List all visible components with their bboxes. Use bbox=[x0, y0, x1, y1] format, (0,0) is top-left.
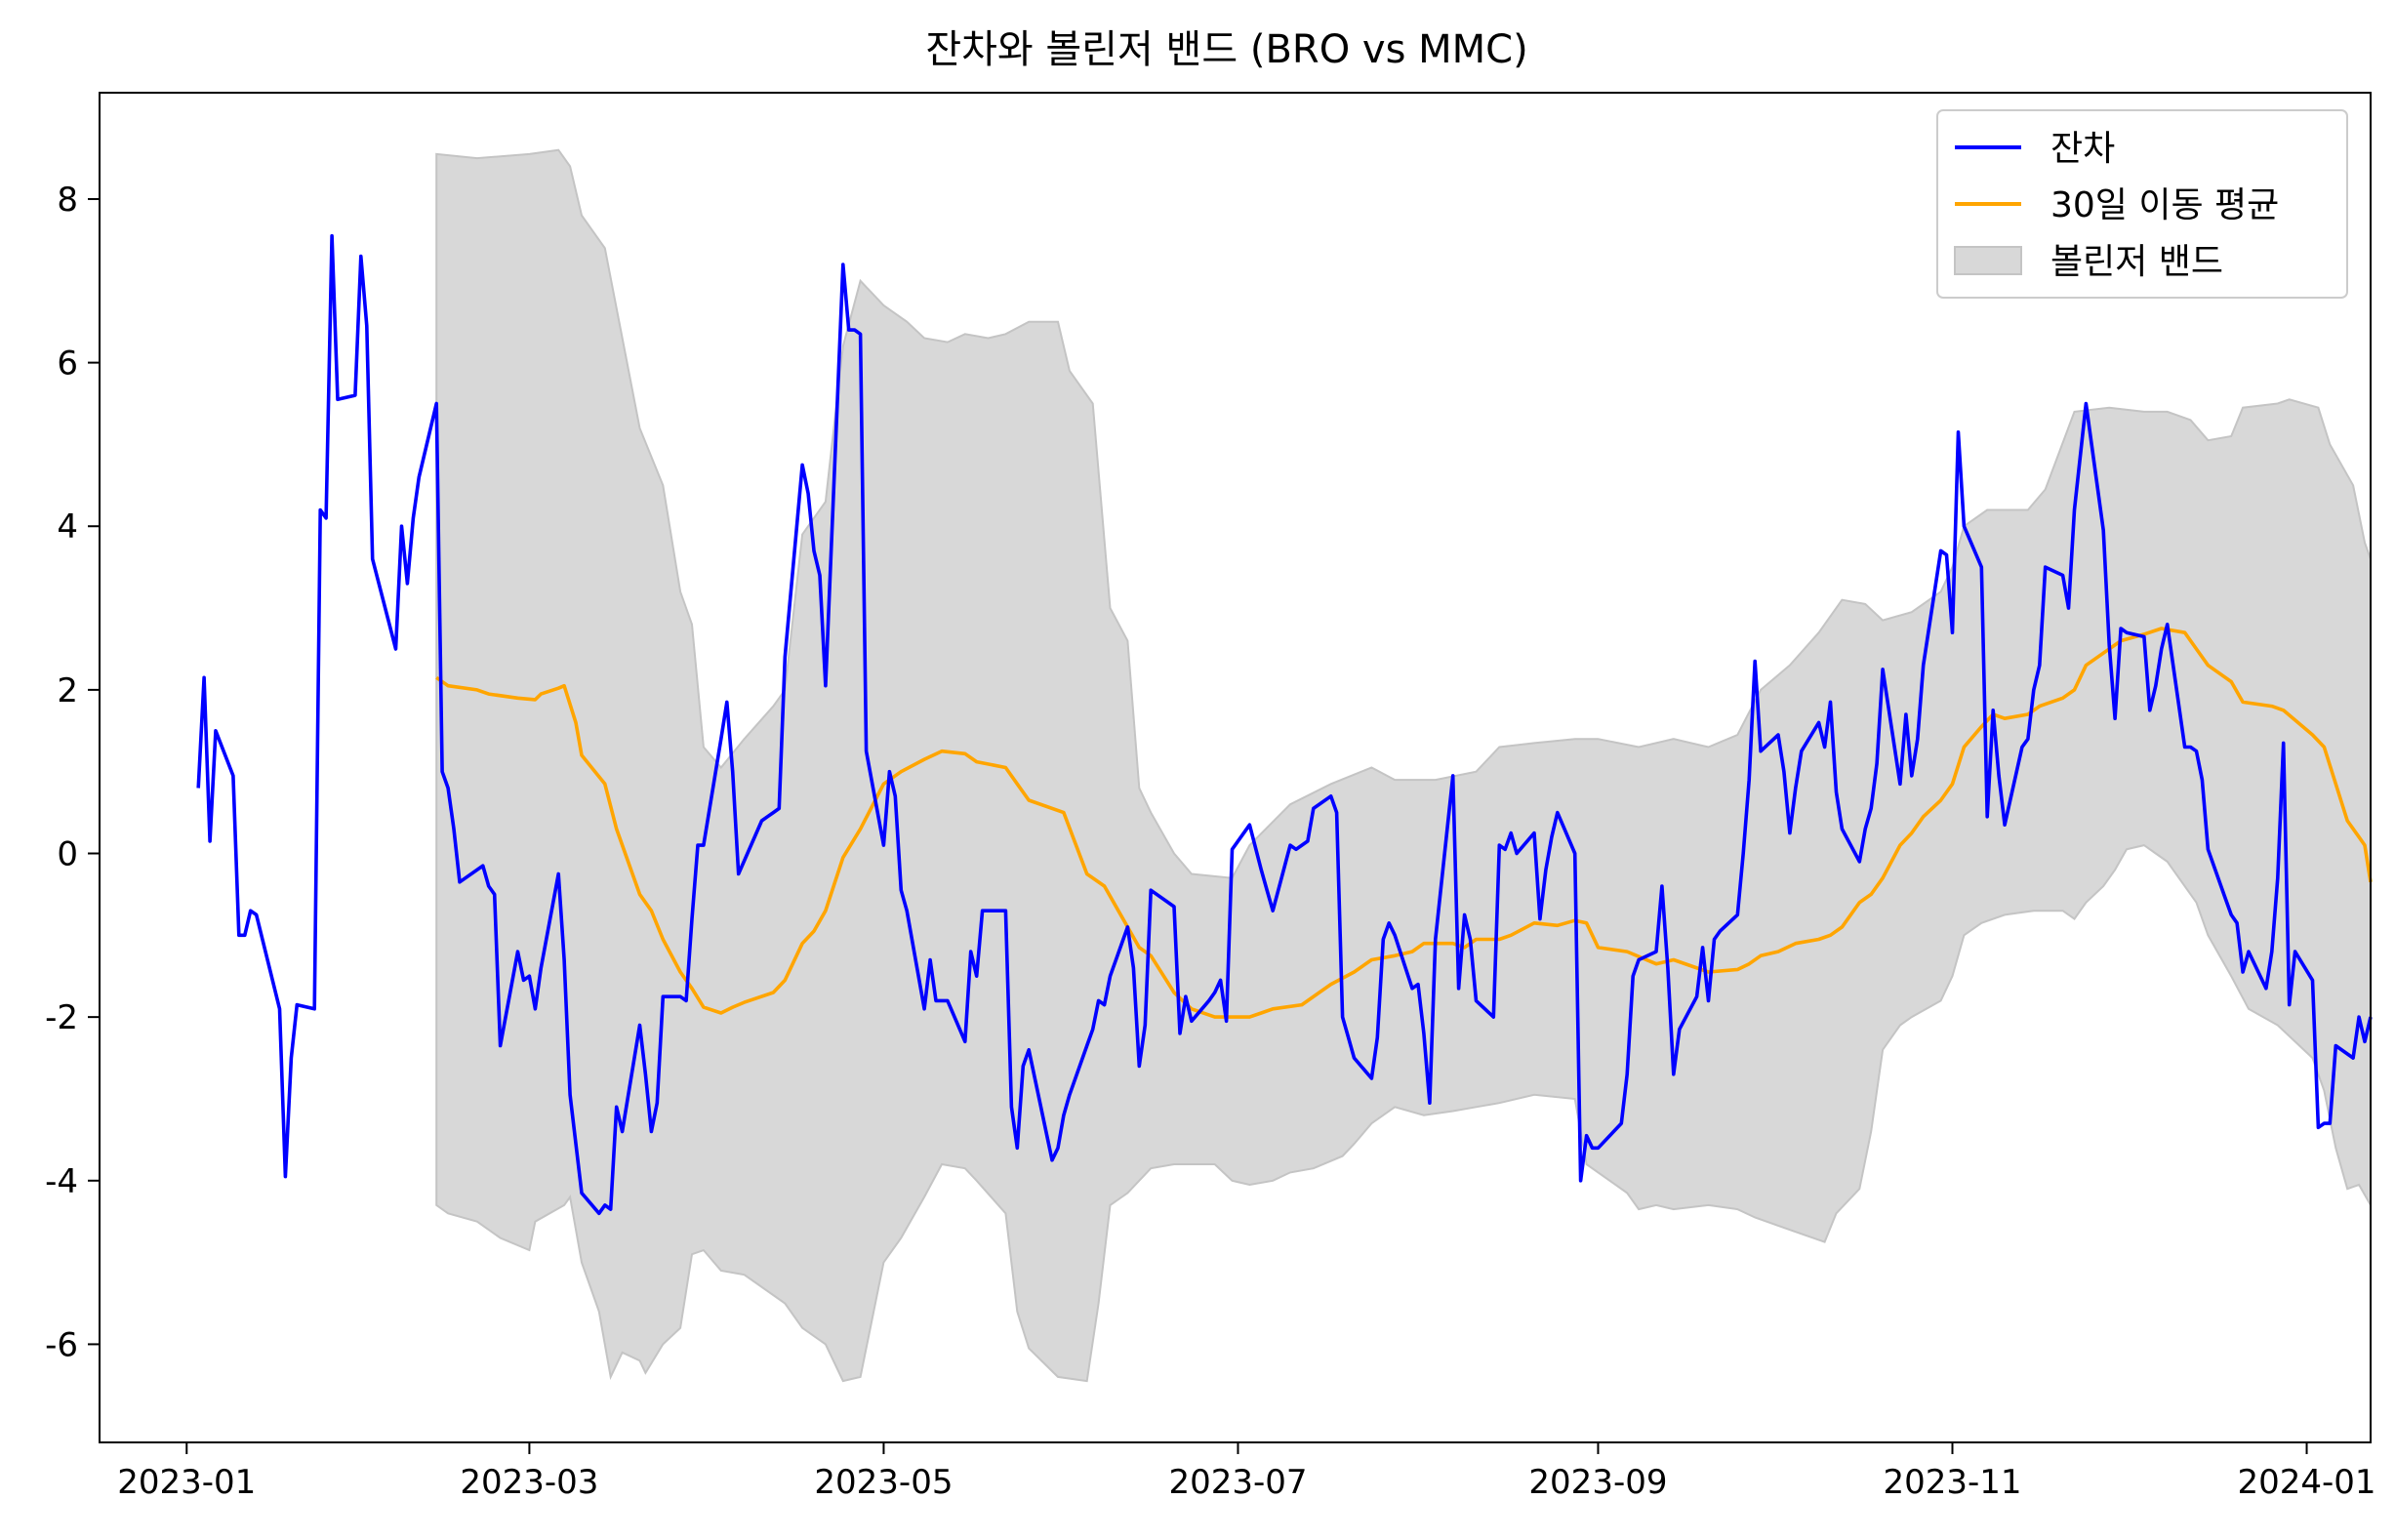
legend-label: 잔차 bbox=[2050, 129, 2115, 169]
x-tick-label: 2023-07 bbox=[1168, 1463, 1307, 1502]
y-tick-label: 0 bbox=[57, 835, 78, 874]
x-tick-label: 2024-01 bbox=[2238, 1463, 2376, 1502]
chart-title: 잔차와 볼린저 밴드 (BRO vs MMC) bbox=[925, 27, 1527, 72]
bollinger-band bbox=[435, 148, 2372, 1383]
y-tick-label: -6 bbox=[45, 1325, 78, 1364]
x-tick-label: 2023-09 bbox=[1528, 1463, 1667, 1502]
legend-box bbox=[1936, 109, 2348, 299]
y-tick-label: -4 bbox=[45, 1162, 78, 1201]
y-tick-label: 2 bbox=[57, 671, 78, 710]
x-tick-label: 2023-01 bbox=[117, 1463, 256, 1502]
series-lines bbox=[196, 233, 2373, 1216]
y-tick-label: -2 bbox=[45, 998, 78, 1037]
x-tick-label: 2023-11 bbox=[1883, 1463, 2021, 1502]
y-tick-label: 6 bbox=[57, 344, 78, 384]
y-axis: 8 6 4 2 0 -2 -4 -6 bbox=[45, 181, 100, 1364]
y-tick-label: 8 bbox=[57, 181, 78, 220]
x-axis: 2023-01 2023-03 2023-05 2023-07 2023-09 2023-… bbox=[117, 1442, 2376, 1502]
residual-line bbox=[196, 233, 2373, 1216]
x-tick-label: 2023-05 bbox=[814, 1463, 953, 1502]
y-tick-label: 4 bbox=[57, 507, 78, 547]
moving-average-line bbox=[435, 627, 2373, 1019]
legend-swatch-band bbox=[1954, 246, 2022, 275]
plot-frame bbox=[99, 92, 2372, 1443]
x-tick-label: 2023-03 bbox=[460, 1463, 598, 1502]
legend-label: 30일 이동 평균 bbox=[2050, 185, 2279, 225]
bollinger-band-area bbox=[435, 148, 2372, 1383]
legend-label: 볼린저 밴드 bbox=[2050, 242, 2223, 282]
